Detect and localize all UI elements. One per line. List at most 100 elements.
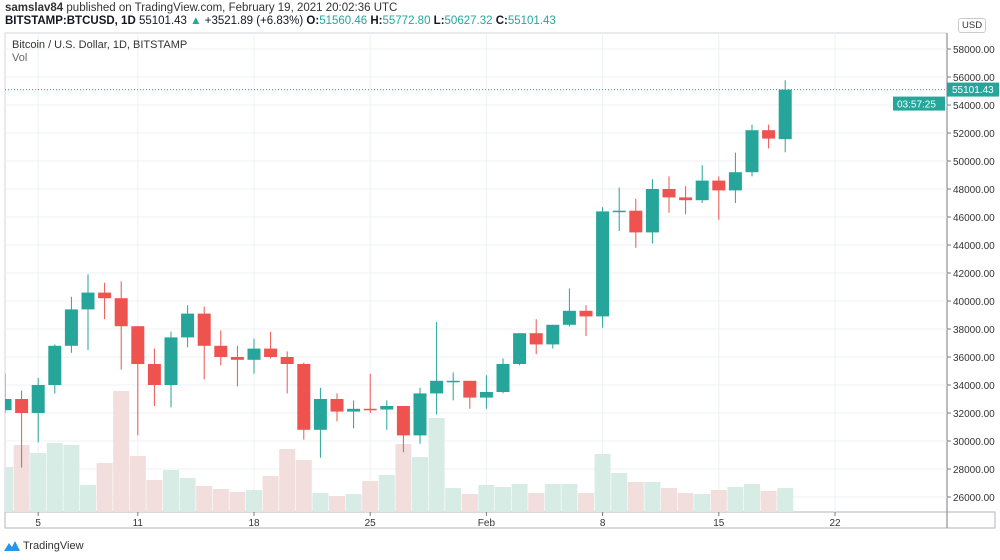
y-tick-label: 56000.00 [953,73,995,84]
candle-body [413,393,427,436]
x-tick-label: 11 [133,518,144,529]
high-label: H: [370,15,383,27]
candle-body [181,313,195,338]
y-tick-label: 26000.00 [953,493,995,504]
volume-bar [777,488,794,512]
y-tick-label: 34000.00 [953,381,995,392]
y-tick-label: 52000.00 [953,129,995,140]
volume-bar [80,485,96,512]
candle-body [247,348,261,360]
candle-body [131,326,145,364]
tradingview-logo[interactable]: TradingView [4,540,84,552]
candle-body [562,310,576,325]
tradingview-icon [4,541,20,551]
plot-area [5,80,794,512]
open-label: O: [306,15,320,27]
y-tick-label: 48000.00 [953,185,995,196]
candle-body [15,399,29,413]
candle-body [164,337,178,385]
brand-text: TradingView [23,540,84,552]
candle-body [662,189,676,198]
volume-bar [13,445,30,512]
candle-body [629,210,643,233]
volume-bar [395,444,412,512]
candle-body [728,172,742,191]
candle-body [529,333,543,345]
volume-bar [744,484,760,512]
volume-bar [478,485,495,512]
volume-bar [179,478,196,512]
candle-body [778,89,792,140]
volume-bar [295,460,312,512]
close-label: C: [495,15,508,27]
low-value: 50627.32 [444,15,493,27]
volume-bar [661,488,677,512]
change: +3521.89 (+6.83%) [204,15,304,27]
candle-body [114,298,128,327]
x-tick-label: 8 [600,518,606,529]
volume-bar [129,456,146,512]
volume-bar [428,418,445,512]
low-label: L: [433,15,445,27]
candle-body [596,211,610,317]
volume-bar [412,457,428,512]
x-tick-label: 18 [248,518,260,529]
candle-body [313,399,327,430]
candle-body [645,189,659,233]
open-value: 51560.46 [319,15,368,27]
volume-bar [262,476,279,512]
countdown-tag [893,96,945,111]
y-tick-label: 54000.00 [953,101,995,112]
y-tick-label: 28000.00 [953,465,995,476]
last-price-tag-text: 55101.43 [952,85,994,96]
up-arrow-icon: ▲ [190,15,202,27]
high-value: 55772.80 [382,15,431,27]
volume-bar [644,482,661,512]
volume-bar [96,463,113,512]
volume-bar [461,494,478,512]
volume-bar [329,496,345,512]
candle-body [695,180,709,201]
x-tick-label: 25 [365,518,377,529]
last-price: 55101.43 [138,15,187,27]
x-tick-label: Feb [478,518,496,529]
x-tick-label: 15 [713,518,725,529]
last-price-tag [947,82,999,97]
candle-body [214,345,228,357]
currency-button[interactable]: USD [958,18,987,33]
candle-body [81,292,95,310]
candle-body [31,385,45,413]
candle-body [147,364,161,385]
volume-bar [246,490,262,512]
volume-bar [611,473,628,512]
candle-body [264,348,278,357]
close-value: 55101.43 [507,15,556,27]
y-tick-label: 30000.00 [953,437,995,448]
volume-bar [578,493,594,512]
candle-body [197,313,211,346]
time-axis [4,511,996,529]
volume-bar [594,454,611,512]
volume-bar [710,490,727,512]
volume-bar [561,484,578,512]
volume-bar [627,482,644,512]
candle-body [513,333,527,364]
volume-bar [312,493,329,512]
y-tick-label: 50000.00 [953,157,995,168]
volume-bar [378,475,395,512]
candle-body [297,364,311,430]
publisher-name[interactable]: samslav84 [5,2,64,14]
candle-body [380,406,394,410]
candle-body [762,130,776,139]
candle-body [446,380,460,383]
candle-body [363,408,377,411]
candle-body [463,380,477,398]
y-tick-label: 32000.00 [953,409,995,420]
publish-info: samslav84 published on TradingView.com, … [5,2,397,14]
volume-bar [544,484,561,512]
volume-bar [146,480,163,512]
volume-bar [212,489,229,512]
volume-bar [445,488,462,512]
candle-body [280,357,294,364]
